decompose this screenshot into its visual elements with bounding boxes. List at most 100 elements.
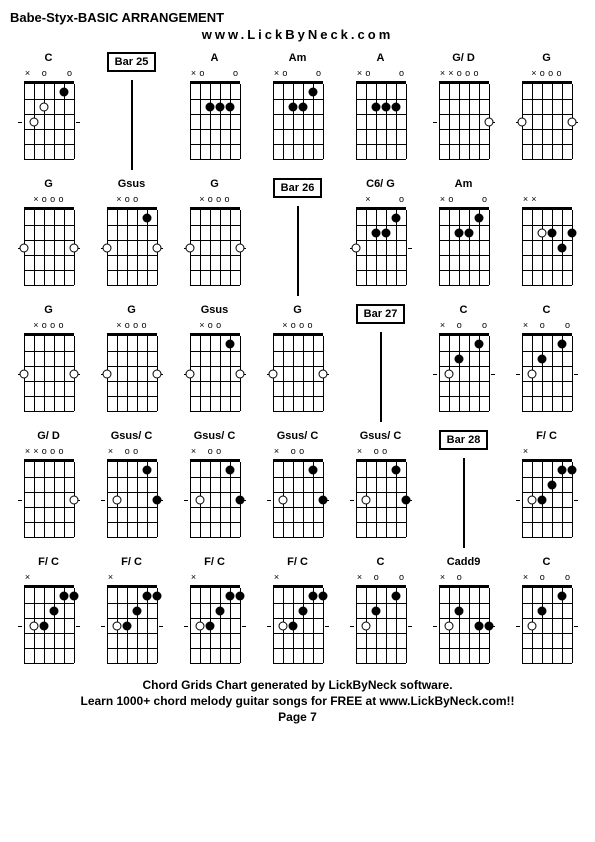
fretboard: [24, 585, 74, 663]
fretboard: [190, 333, 240, 411]
chord-name: Cadd9: [447, 556, 481, 570]
fretboard: [24, 333, 74, 411]
chord-cell: Bar 25: [93, 52, 170, 170]
chord-top-marks: ×oo: [522, 321, 572, 333]
chord-diagram: ×oo: [351, 573, 411, 663]
chord-cell: C ×oo: [508, 556, 585, 663]
chord-top-marks: ×oo: [190, 447, 240, 459]
fretboard: [273, 333, 323, 411]
chord-diagram: ××: [517, 195, 577, 285]
chord-diagram: ×ooo: [19, 195, 79, 285]
chord-cell: G/ D ××ooo: [425, 52, 502, 170]
chord-name: Gsus: [201, 304, 229, 318]
chord-cell: G×ooo: [10, 304, 87, 422]
chord-cell: F/ C ×: [176, 556, 253, 663]
chord-top-marks: ×ooo: [24, 321, 74, 333]
chord-name: F/ C: [204, 556, 225, 570]
chord-cell: Bar 28: [425, 430, 502, 548]
chord-top-marks: ×oo: [522, 573, 572, 585]
fretboard: [273, 585, 323, 663]
bar-divider: [131, 80, 133, 170]
fretboard: [522, 81, 572, 159]
chord-diagram: ×oo: [102, 195, 162, 285]
chord-top-marks: ×oo: [190, 321, 240, 333]
chord-diagram: ×: [102, 573, 162, 663]
chord-top-marks: ×oo: [356, 447, 406, 459]
chord-cell: Gsus/ C×oo: [259, 430, 336, 548]
chord-name: F/ C: [38, 556, 59, 570]
bar-marker: Bar 27: [356, 304, 406, 324]
chord-name: G/ D: [452, 52, 475, 66]
chord-name: Am: [455, 178, 473, 192]
chord-cell: Gsus×oo: [93, 178, 170, 296]
chord-cell: Am ×oo: [259, 52, 336, 170]
chord-name: G: [44, 178, 53, 192]
chord-diagram: ×oo: [434, 195, 494, 285]
footer-line-2: Learn 1000+ chord melody guitar songs fo…: [10, 694, 585, 708]
chord-diagram: ×oo: [517, 321, 577, 411]
chord-cell: G×ooo: [508, 52, 585, 170]
chord-diagram: ×ooo: [268, 321, 328, 411]
chord-name: A: [377, 52, 385, 66]
chord-top-marks: ×ooo: [522, 69, 572, 81]
chord-top-marks: ×ooo: [273, 321, 323, 333]
chord-diagram: ××ooo: [434, 69, 494, 159]
chord-cell: F/ C ×: [259, 556, 336, 663]
chord-name: C: [460, 304, 468, 318]
chord-name: Gsus/ C: [194, 430, 236, 444]
chord-diagram: ×oo: [351, 447, 411, 537]
chord-diagram: ×oo: [185, 69, 245, 159]
chord-grid: C×ooBar 25A×ooAm×ooA×ooG/ D××oooG×oooG×o…: [10, 52, 585, 663]
bar-marker: Bar 28: [439, 430, 489, 450]
fretboard: [24, 207, 74, 285]
fretboard: [356, 81, 406, 159]
chord-cell: Gsus/ C×oo: [342, 430, 419, 548]
chord-cell: C×oo: [10, 52, 87, 170]
chord-top-marks: ×ooo: [24, 195, 74, 207]
chord-top-marks: ×: [522, 447, 572, 459]
chord-diagram: ×: [268, 573, 328, 663]
page-url: www.LickByNeck.com: [10, 27, 585, 42]
chord-cell: C ×oo: [508, 304, 585, 422]
chord-name: Am: [289, 52, 307, 66]
chord-top-marks: ×oo: [439, 195, 489, 207]
footer: Chord Grids Chart generated by LickByNec…: [10, 678, 585, 724]
chord-cell: Cadd9 ×o: [425, 556, 502, 663]
chord-top-marks: ×: [273, 573, 323, 585]
chord-cell: C6/ G ×o: [342, 178, 419, 296]
chord-diagram: ×: [185, 573, 245, 663]
chord-name: G: [127, 304, 136, 318]
chord-name: Gsus/ C: [277, 430, 319, 444]
chord-name: Gsus/ C: [111, 430, 153, 444]
fretboard: [107, 459, 157, 537]
chord-top-marks: ×ooo: [107, 321, 157, 333]
chord-name: C: [543, 556, 551, 570]
chord-cell: G ×ooo: [10, 178, 87, 296]
chord-top-marks: ×oo: [107, 195, 157, 207]
chord-top-marks: ×o: [356, 195, 406, 207]
chord-cell: Bar 27: [342, 304, 419, 422]
chord-diagram: ×oo: [19, 69, 79, 159]
fretboard: [439, 81, 489, 159]
chord-name: F/ C: [287, 556, 308, 570]
chord-cell: Gsus/ C×oo: [93, 430, 170, 548]
chord-cell: Bar 26: [259, 178, 336, 296]
chord-top-marks: ×o: [439, 573, 489, 585]
chord-cell: G×ooo: [176, 178, 253, 296]
chord-cell: Gsus/ C ×oo: [176, 430, 253, 548]
chord-name: C: [377, 556, 385, 570]
chord-top-marks: ×: [24, 573, 74, 585]
fretboard: [522, 459, 572, 537]
fretboard: [273, 81, 323, 159]
chord-diagram: ×oo: [185, 321, 245, 411]
footer-line-1: Chord Grids Chart generated by LickByNec…: [10, 678, 585, 692]
chord-top-marks: ×oo: [356, 573, 406, 585]
chord-diagram: ×oo: [268, 69, 328, 159]
fretboard: [522, 207, 572, 285]
chord-name: C6/ G: [366, 178, 395, 192]
chord-name: C: [543, 304, 551, 318]
chord-cell: C ×oo: [342, 556, 419, 663]
chord-cell: G×ooo: [259, 304, 336, 422]
fretboard: [439, 585, 489, 663]
chord-cell: A×oo: [342, 52, 419, 170]
